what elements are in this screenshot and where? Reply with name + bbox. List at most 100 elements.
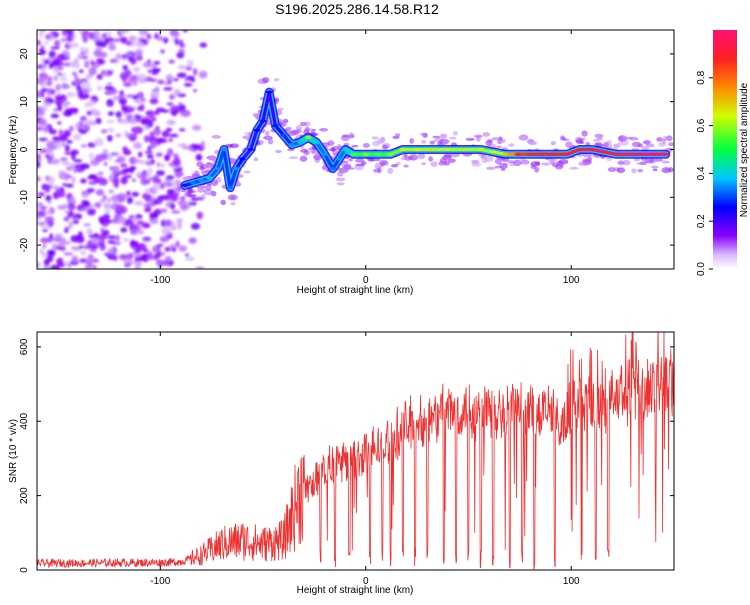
ridge-point: [233, 167, 240, 171]
noise-blob: [153, 253, 160, 261]
noise-blob: [71, 175, 76, 184]
noise-blob: [165, 175, 175, 181]
ridge-haze: [203, 189, 214, 196]
ridge-haze: [178, 197, 183, 201]
noise-blob: [73, 159, 83, 163]
noise-blob: [80, 144, 87, 148]
ridge-haze: [243, 132, 252, 135]
noise-blob: [120, 227, 128, 233]
noise-blob: [176, 51, 185, 59]
noise-blob: [177, 64, 187, 70]
noise-blob: [73, 62, 81, 69]
ridge-segment: [323, 152, 335, 171]
noise-blob: [122, 64, 128, 71]
ridge-haze: [304, 126, 310, 132]
noise-blob: [38, 30, 44, 38]
ridge-haze: [321, 165, 328, 171]
noise-blob: [164, 155, 170, 162]
ridge-segment: [255, 119, 265, 132]
noise-blob: [56, 104, 63, 112]
ridge-haze: [449, 136, 457, 140]
noise-blob: [99, 51, 108, 58]
noise-blob: [39, 48, 45, 56]
snr-y-tick-label: 200: [19, 487, 30, 504]
noise-blob: [134, 258, 143, 263]
ridge-haze: [666, 135, 673, 142]
noise-blob: [134, 114, 142, 119]
noise-blob: [173, 153, 179, 159]
spectrogram-y-tick-label: -10: [19, 190, 30, 205]
noise-blob: [53, 75, 58, 82]
noise-blob: [72, 220, 80, 225]
noise-blob: [89, 248, 98, 253]
noise-blob: [95, 40, 104, 48]
noise-blob: [93, 49, 102, 57]
noise-blob: [50, 46, 61, 50]
noise-blob: [38, 137, 49, 142]
noise-blob: [52, 65, 62, 70]
noise-blob: [37, 160, 41, 169]
noise-blob: [177, 221, 182, 230]
ridge-haze: [230, 194, 238, 201]
noise-blob: [124, 69, 132, 77]
ridge-haze: [471, 159, 480, 164]
noise-blob: [77, 231, 83, 238]
ridge-haze: [640, 160, 651, 164]
ridge-haze: [264, 130, 270, 136]
spectrogram-ridge: [176, 77, 674, 206]
noise-blob: [76, 84, 82, 92]
ridge-haze: [565, 141, 573, 148]
ridge-point: [444, 147, 452, 152]
noise-blob: [53, 69, 60, 74]
ridge-point: [539, 152, 546, 156]
noise-blob: [188, 201, 198, 206]
noise-blob: [138, 30, 149, 36]
noise-blob: [139, 103, 145, 111]
ridge-haze: [613, 143, 619, 149]
ridge-point: [413, 147, 421, 152]
noise-blob: [37, 191, 45, 198]
noise-blob: [107, 111, 115, 116]
noise-blob: [66, 35, 73, 42]
ridge-haze: [497, 138, 503, 145]
ridge-haze: [622, 159, 631, 166]
noise-blob: [43, 125, 49, 134]
noise-blob: [137, 73, 147, 81]
noise-blob: [129, 117, 137, 125]
noise-blob: [171, 210, 181, 214]
ridge-segment: [228, 167, 238, 190]
ridge-point: [288, 143, 295, 147]
noise-blob: [129, 135, 134, 142]
noise-blob: [37, 261, 41, 269]
ridge-haze: [623, 136, 634, 140]
noise-blob: [95, 189, 105, 196]
noise-blob: [114, 151, 119, 157]
noise-blob: [129, 240, 136, 246]
noise-blob: [82, 202, 91, 208]
ridge-haze: [507, 160, 515, 164]
noise-blob: [37, 210, 44, 217]
ridge-haze: [596, 136, 603, 141]
noise-blob: [108, 43, 117, 51]
colorbar-label: Normalized spectral amplitude: [739, 82, 750, 217]
noise-blob: [185, 253, 190, 257]
noise-blob: [134, 98, 143, 103]
noise-blob: [98, 216, 104, 224]
ridge-haze: [631, 141, 642, 148]
ridge-haze: [277, 107, 284, 111]
noise-blob: [59, 134, 68, 142]
ridge-haze: [343, 164, 351, 169]
noise-blob: [200, 140, 206, 148]
ridge-haze: [631, 168, 637, 174]
snr-x-label: Height of straight line (km): [297, 585, 414, 596]
ridge-haze: [201, 194, 206, 200]
noise-blob: [169, 94, 175, 100]
noise-blob: [140, 256, 148, 260]
noise-blob: [165, 74, 174, 82]
ridge-haze: [311, 128, 316, 132]
ridge-haze: [578, 161, 589, 167]
noise-blob: [94, 201, 102, 209]
noise-blob: [152, 91, 160, 97]
ridge-haze: [508, 143, 515, 147]
ridge-point: [625, 152, 632, 156]
